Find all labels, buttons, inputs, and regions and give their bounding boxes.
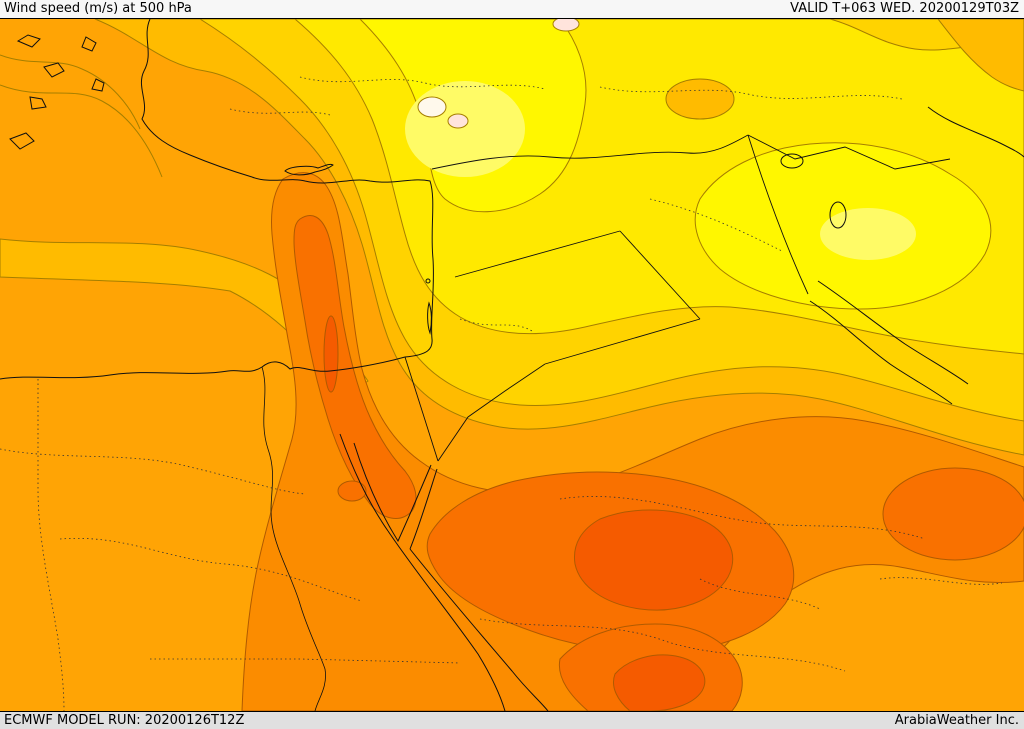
border-egypt-israel — [404, 356, 439, 462]
coastline-levant-egypt — [0, 176, 434, 380]
border-jordan-iraq — [619, 230, 701, 320]
admin-line-saudi-1 — [559, 496, 926, 540]
admin-line-egypt-libya — [37, 379, 65, 711]
admin-line-iraq — [649, 198, 783, 252]
admin-line-turkey-2 — [599, 86, 903, 100]
admin-line-libya-2 — [59, 537, 363, 602]
border-syria-iraq — [454, 230, 621, 278]
border-turkey-iran — [747, 134, 951, 170]
island-5 — [91, 78, 105, 92]
valid-time-label: VALID T+063 WED. 20200129T03Z — [790, 1, 1019, 16]
island-4 — [29, 96, 47, 110]
fill-region-dark-orange-south — [241, 172, 1024, 711]
border-jordan-saudi — [437, 363, 546, 462]
fill-spot-pink-1 — [447, 113, 469, 129]
fill-spot-pale — [417, 96, 447, 118]
lake-van — [780, 153, 804, 169]
coastline-aegean-turkey-west — [140, 19, 253, 178]
lake-urmia — [829, 201, 847, 229]
coastline-red-sea-africa — [387, 530, 506, 711]
fill-spot-deep-orange-sinai — [337, 480, 367, 502]
footer-bar: ECMWF MODEL RUN: 20200126T12Z ArabiaWeat… — [0, 712, 1024, 729]
admin-line-saudi-3 — [699, 578, 821, 610]
border-iraq-saudi — [544, 318, 701, 365]
model-run-label: ECMWF MODEL RUN: 20200126T12Z — [4, 713, 245, 728]
nile-river — [261, 366, 326, 711]
admin-line-anatolia — [229, 108, 331, 116]
coastline-gulf-of-aqaba — [409, 468, 438, 550]
credit-label: ArabiaWeather Inc. — [894, 713, 1019, 728]
sea-of-galilee — [425, 278, 431, 284]
coastline-persian-gulf-west — [809, 300, 953, 405]
fill-region-deep-orange-tongue — [293, 215, 417, 519]
admin-line-jordan — [459, 318, 533, 332]
admin-line-egypt-sudan — [150, 658, 461, 664]
admin-line-saudi-east — [879, 577, 1003, 585]
dead-sea — [427, 301, 432, 335]
fill-spot-amber-anatolia — [665, 78, 735, 120]
coastline-caspian-south — [927, 106, 1024, 158]
border-iraq-iran — [747, 134, 809, 295]
island-1 — [16, 34, 41, 48]
fill-region-core-bottom — [613, 654, 706, 711]
fill-core-tongue — [323, 315, 339, 393]
coastline-sinai-peninsula — [353, 442, 432, 543]
fill-region-brightest-east — [820, 208, 916, 260]
contour-ring-nw-2 — [0, 54, 141, 130]
contour-ring-nw-1 — [0, 84, 163, 178]
wind-speed-map — [0, 19, 1024, 711]
island-2 — [43, 62, 65, 78]
cyprus-island — [284, 163, 334, 176]
island-6 — [9, 132, 35, 150]
fill-region-core-central — [573, 509, 734, 611]
admin-line-saudi-2 — [479, 618, 846, 672]
island-3 — [81, 36, 97, 52]
border-turkey-syria — [431, 134, 749, 170]
fill-spot-pink-2 — [552, 19, 580, 32]
coastline-persian-gulf-east — [817, 280, 969, 385]
coastline-gulf-of-suez — [339, 433, 389, 532]
fill-region-deep-orange-east — [882, 467, 1024, 561]
header-bar: Wind speed (m/s) at 500 hPa VALID T+063 … — [0, 0, 1024, 18]
coastline-red-sea-arabia — [409, 548, 549, 711]
map-container — [0, 18, 1024, 712]
page-title: Wind speed (m/s) at 500 hPa — [4, 1, 192, 16]
fill-region-amber-ne-corner — [937, 19, 1024, 92]
fill-region-amber-west-band — [0, 238, 369, 387]
